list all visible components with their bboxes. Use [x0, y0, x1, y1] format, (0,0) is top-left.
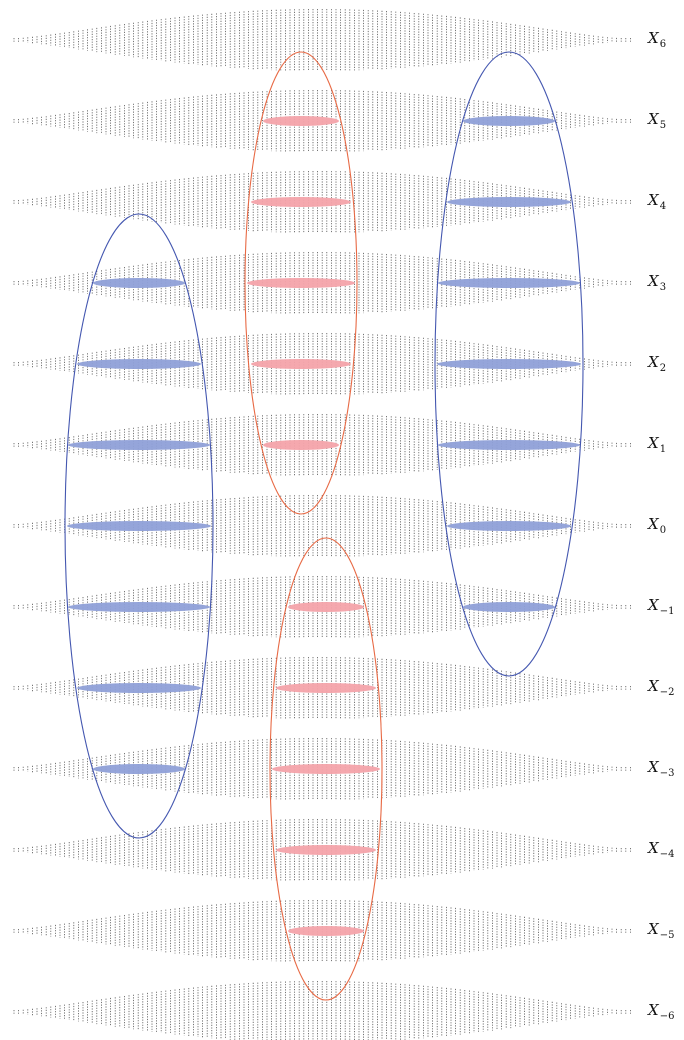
blue-slice-X3 — [438, 278, 580, 288]
row-label-subscript: −2 — [659, 687, 675, 698]
row-label-subscript: −5 — [659, 930, 675, 941]
blue-group-ellipse-3 — [434, 51, 584, 677]
row-label: X−1 — [648, 596, 674, 617]
row-label: X5 — [648, 110, 666, 131]
row-label-subscript: 3 — [659, 282, 667, 293]
row-label-base: X — [648, 839, 659, 857]
blue-slice-X0 — [447, 521, 571, 531]
blue-slice-X1 — [68, 440, 210, 450]
row-label-subscript: 1 — [659, 444, 667, 455]
row-label: X−2 — [648, 677, 674, 698]
tick-row-−3 — [13, 738, 631, 800]
red-slice-X5 — [263, 116, 339, 126]
blue-slice-X−2 — [77, 683, 201, 693]
row-label-subscript: −1 — [659, 606, 675, 617]
tick-row-−5 — [13, 900, 631, 962]
row-label-subscript: 5 — [659, 120, 667, 131]
red-slice-X−2 — [276, 683, 376, 693]
row-label: X−4 — [648, 839, 674, 860]
row-label: X2 — [648, 353, 666, 374]
blue-slice-X2 — [437, 359, 581, 369]
red-slice-X−1 — [288, 602, 364, 612]
red-slice-X4 — [251, 197, 351, 207]
tick-row-6 — [13, 9, 631, 71]
row-label-subscript: 2 — [659, 363, 667, 374]
red-slice-X2 — [251, 359, 351, 369]
red-slice-X1 — [263, 440, 339, 450]
row-label: X4 — [648, 191, 666, 212]
filled-slices — [67, 116, 581, 936]
row-label-subscript: −3 — [659, 768, 675, 779]
row-label-base: X — [648, 434, 659, 452]
red-slice-X−5 — [288, 926, 364, 936]
blue-slice-X1 — [438, 440, 580, 450]
row-label-base: X — [648, 1001, 659, 1019]
red-group-ellipse-2 — [244, 51, 358, 515]
group-ellipses — [64, 51, 584, 1001]
row-label-subscript: 4 — [659, 201, 667, 212]
row-label: X0 — [648, 515, 666, 536]
row-label-base: X — [648, 596, 659, 614]
row-label-base: X — [648, 191, 659, 209]
row-label-base: X — [648, 29, 659, 47]
row-label: X3 — [648, 272, 666, 293]
row-label-base: X — [648, 677, 659, 695]
tick-row-5 — [13, 90, 631, 152]
blue-slice-X−3 — [93, 764, 185, 774]
red-slice-X−4 — [276, 845, 376, 855]
blue-slice-X0 — [67, 521, 211, 531]
row-label-subscript: −6 — [659, 1011, 675, 1022]
row-label: X−5 — [648, 920, 674, 941]
blue-slice-X2 — [77, 359, 201, 369]
row-label-base: X — [648, 110, 659, 128]
red-slice-X−3 — [272, 764, 380, 774]
red-group-ellipse-4 — [269, 537, 383, 1001]
row-label-base: X — [648, 920, 659, 938]
row-label-base: X — [648, 272, 659, 290]
row-label-subscript: 6 — [659, 39, 667, 50]
blue-slice-X−1 — [68, 602, 210, 612]
row-label: X−6 — [648, 1001, 674, 1022]
row-label-base: X — [648, 353, 659, 371]
blue-slice-X−1 — [463, 602, 555, 612]
row-label-subscript: 0 — [659, 525, 667, 536]
blue-slice-X5 — [463, 116, 555, 126]
red-slice-X3 — [247, 278, 355, 288]
tick-rows — [13, 9, 631, 1040]
blue-group-ellipse-1 — [64, 213, 214, 839]
row-label-base: X — [648, 758, 659, 776]
tick-row-−6 — [13, 981, 631, 1040]
blue-slice-X3 — [93, 278, 185, 288]
row-label: X6 — [648, 29, 666, 50]
row-label: X−3 — [648, 758, 674, 779]
tick-row-−4 — [13, 819, 631, 881]
blue-slice-X4 — [447, 197, 571, 207]
row-label-subscript: −4 — [659, 849, 675, 860]
row-label-base: X — [648, 515, 659, 533]
row-label: X1 — [648, 434, 666, 455]
